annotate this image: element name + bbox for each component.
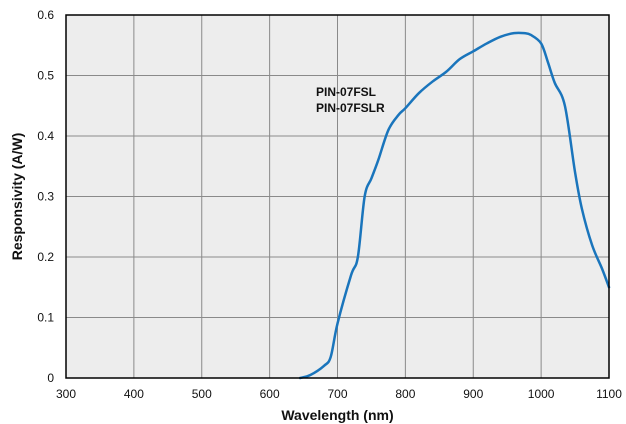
grid: [66, 15, 609, 378]
y-axis-label: Responsivity (A/W): [9, 133, 25, 261]
plot-frame: [65, 14, 610, 379]
annotation-pin-07fsl: PIN-07FSL: [316, 85, 376, 99]
x-tick-label: 600: [260, 387, 280, 401]
annotation-pin-07fslr: PIN-07FSLR: [316, 101, 385, 115]
x-tick-label: 1000: [528, 387, 555, 401]
x-tick-label: 800: [395, 387, 415, 401]
series-line-0: [298, 31, 611, 380]
y-tick-label: 0: [47, 371, 54, 385]
x-axis-label: Wavelength (nm): [281, 407, 393, 423]
y-tick-label: 0.1: [37, 311, 54, 325]
x-tick-label: 500: [192, 387, 212, 401]
x-tick-label: 700: [327, 387, 347, 401]
y-tick-label: 0.5: [37, 69, 54, 83]
series-group: [298, 31, 611, 380]
y-tick-labels: 0 0.1 0.2 0.3 0.4 0.5 0.6: [37, 8, 54, 385]
y-tick-label: 0.2: [37, 250, 54, 264]
x-tick-label: 1100: [596, 387, 622, 401]
y-tick-label: 0.4: [37, 129, 54, 143]
x-tick-label: 900: [463, 387, 483, 401]
y-tick-label: 0.3: [37, 190, 54, 204]
x-tick-label: 400: [124, 387, 144, 401]
y-tick-label: 0.6: [37, 8, 54, 22]
x-tick-labels: 300 400 500 600 700 800 900 1000 1100: [56, 387, 622, 401]
x-tick-label: 300: [56, 387, 76, 401]
